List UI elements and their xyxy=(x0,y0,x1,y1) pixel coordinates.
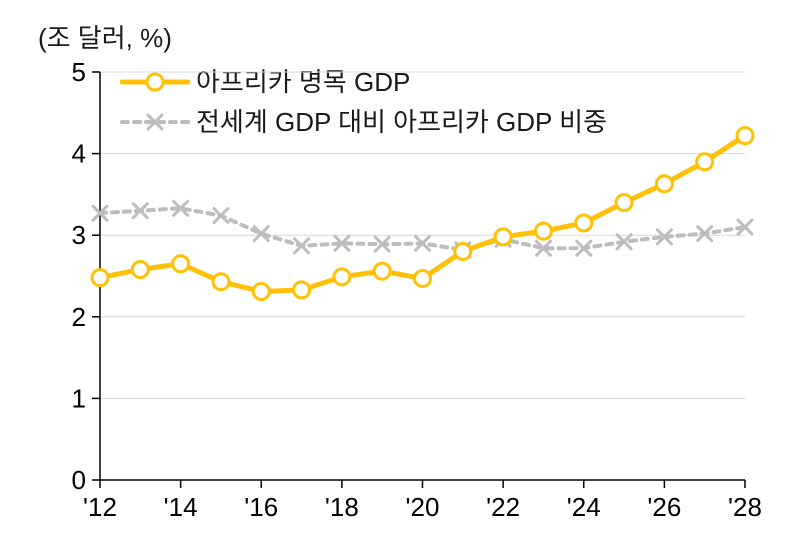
x-tick-label: '14 xyxy=(164,492,198,522)
y-tick-label: 2 xyxy=(72,302,86,332)
y-tick-label: 4 xyxy=(72,139,86,169)
chart-plot-area: 0 1 2 3 4 5 '12 '14 '16 '18 '20 '22 '24 '26 '28 xyxy=(0,0,785,538)
y-tick-label: 1 xyxy=(72,383,86,413)
y-tick-label: 5 xyxy=(72,57,86,87)
y-tick-label: 3 xyxy=(72,220,86,250)
x-tick-label: '26 xyxy=(647,492,681,522)
chart-container: (조 달러, %) 아프리카 명목 GDP 전세계 GDP 대비 아프리카 GD… xyxy=(0,0,785,538)
x-tick-label: '16 xyxy=(244,492,278,522)
x-tick-label: '18 xyxy=(325,492,359,522)
x-tick-label: '12 xyxy=(83,492,117,522)
x-tick-label: '20 xyxy=(406,492,440,522)
x-tick-label: '28 xyxy=(728,492,762,522)
series-share-world-gdp xyxy=(93,201,752,257)
x-axis: '12 '14 '16 '18 '20 '22 '24 '26 '28 xyxy=(83,480,762,522)
y-tick-label: 0 xyxy=(72,465,86,495)
x-tick-label: '24 xyxy=(567,492,601,522)
x-tick-label: '22 xyxy=(486,492,520,522)
